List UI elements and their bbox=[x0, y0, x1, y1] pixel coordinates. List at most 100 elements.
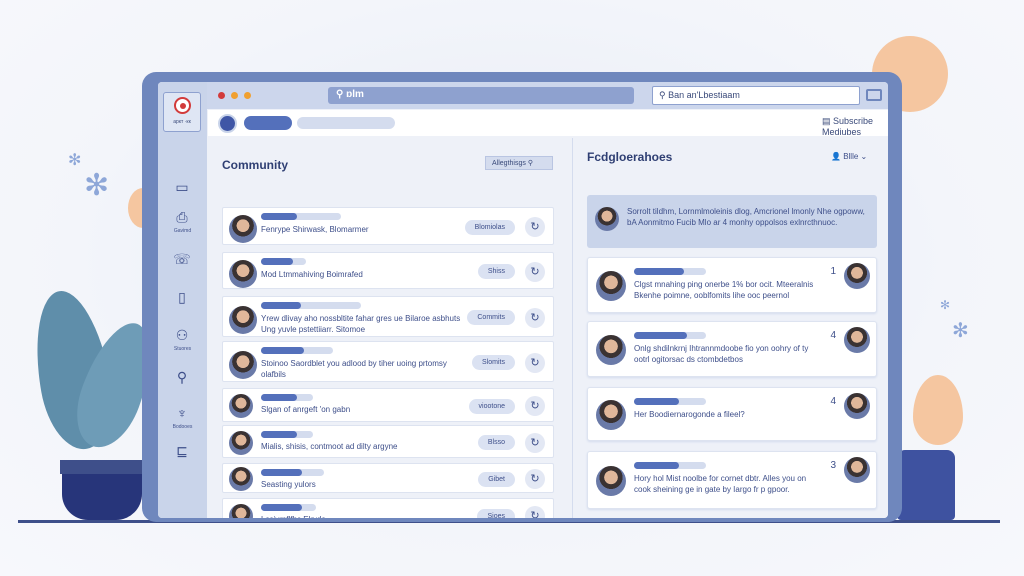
title-bar-placeholder bbox=[261, 504, 316, 511]
sidebar-item[interactable]: ⚲ bbox=[158, 368, 207, 398]
action-icon[interactable]: ↻ bbox=[525, 396, 545, 416]
sidebar-item[interactable]: ♆ Bodooes bbox=[158, 404, 207, 434]
sidebar-item[interactable]: ☏ bbox=[158, 250, 207, 280]
discussion-card[interactable]: Her Boodiernarogonde a fileel? 4 bbox=[587, 387, 877, 441]
community-title: Community bbox=[222, 158, 288, 172]
row-text: Slgan of anrgeft 'on gabn bbox=[261, 405, 351, 414]
title-bar-placeholder bbox=[634, 332, 706, 339]
title-bar-placeholder bbox=[261, 302, 361, 309]
card-text: Clgst mnahing ping onerbe 1% bor ocit. M… bbox=[634, 280, 814, 300]
search-icon: ⚲ bbox=[336, 89, 347, 100]
subscribe-link[interactable]: ▤ Subscribe Mediubes bbox=[822, 116, 888, 137]
tag-button[interactable]: Slomits bbox=[472, 355, 515, 370]
title-bar-placeholder bbox=[261, 258, 306, 265]
row-text: Seasting yulors bbox=[261, 480, 316, 489]
title-bar-placeholder bbox=[261, 213, 341, 220]
discussion-card[interactable]: Hory hol Mist noolbe for cornet dbtr. Al… bbox=[587, 451, 877, 509]
flower-icon: ✻ bbox=[68, 152, 82, 169]
title-bar-placeholder bbox=[634, 462, 706, 469]
tag-button[interactable]: Blomiolas bbox=[464, 219, 515, 235]
maximize-button[interactable] bbox=[244, 92, 251, 99]
avatar bbox=[844, 393, 870, 419]
action-icon[interactable]: ↻ bbox=[525, 469, 545, 489]
avatar bbox=[229, 394, 253, 418]
flower-icon: ✻ bbox=[940, 298, 951, 312]
discussion-card[interactable]: Clgst mnahing ping onerbe 1% bor ocit. M… bbox=[587, 257, 877, 313]
sidebar-item[interactable]: ⚇ Stuores bbox=[158, 326, 207, 356]
title-bar-placeholder bbox=[261, 347, 333, 354]
stamp-icon: ⚇ bbox=[175, 327, 189, 343]
subscribe-label: Subscribe Mediubes bbox=[822, 116, 874, 137]
clipboard-icon: ▤ bbox=[822, 116, 834, 126]
badge-icon: ⎙ bbox=[176, 209, 188, 225]
action-icon[interactable]: ↻ bbox=[525, 352, 545, 373]
sidebar-item-label: Stuores bbox=[173, 346, 192, 352]
address-bar[interactable]: ⚲ ɒlm bbox=[328, 87, 634, 104]
list-item[interactable]: Fenrype Shirwask, Blomarmer Blomiolas ↻ bbox=[222, 207, 554, 245]
action-icon[interactable]: ↻ bbox=[525, 432, 545, 453]
tag-button[interactable]: Blsso bbox=[477, 435, 515, 450]
tag-button[interactable]: viootone bbox=[468, 398, 515, 414]
menu-icon[interactable] bbox=[866, 89, 882, 101]
title-bar-placeholder bbox=[634, 268, 706, 275]
sidebar-item[interactable]: ▯ bbox=[158, 288, 207, 318]
avatar bbox=[229, 430, 253, 455]
list-item[interactable]: Mialis, shisis, contmoot ad dilty argyne… bbox=[222, 425, 554, 458]
avatar bbox=[229, 215, 257, 243]
nav-pill[interactable] bbox=[297, 117, 395, 129]
nav-pill[interactable] bbox=[244, 116, 292, 130]
tag-button[interactable]: Commits bbox=[467, 310, 515, 325]
avatar bbox=[229, 504, 253, 518]
avatar bbox=[229, 350, 257, 379]
avatar bbox=[229, 305, 257, 334]
list-item[interactable]: Seasting yulors Gibet ↻ bbox=[222, 463, 554, 493]
clipboard-icon: ▯ bbox=[178, 289, 186, 305]
reply-count: 4 bbox=[830, 330, 836, 341]
list-item[interactable]: Stoinoo Saordblet you adlood by tiher uo… bbox=[222, 341, 554, 382]
close-button[interactable] bbox=[218, 92, 225, 99]
list-item[interactable]: Slgan of anrgeft 'on gabn viootone ↻ bbox=[222, 388, 554, 422]
tag-button[interactable]: Sjoes bbox=[477, 508, 515, 518]
reply-count: 4 bbox=[830, 396, 836, 407]
discussions-panel: Fcdgloerahoes 👤 Bllle ⌄ Sorrolt tildhm, … bbox=[572, 138, 888, 518]
avatar bbox=[844, 457, 870, 483]
avatar bbox=[596, 466, 626, 496]
list-item[interactable]: Lssivrnflfhc Elryds Sjoes ↻ bbox=[222, 498, 554, 518]
avatar bbox=[844, 327, 870, 353]
title-bar-placeholder bbox=[261, 469, 324, 476]
avatar[interactable] bbox=[218, 114, 237, 133]
header: ▤ Subscribe Mediubes bbox=[208, 110, 888, 137]
chevron-down-icon: ⌄ bbox=[860, 152, 868, 161]
minimize-button[interactable] bbox=[231, 92, 238, 99]
search-icon: ⚲ bbox=[659, 90, 669, 100]
list-item[interactable]: Mod Ltmmahiving Boimrafed Shiss ↻ bbox=[222, 252, 554, 289]
filter-dropdown[interactable]: 👤 Bllle ⌄ bbox=[831, 152, 867, 161]
chat-icon: ☏ bbox=[173, 251, 191, 267]
action-icon[interactable]: ↻ bbox=[525, 261, 545, 282]
action-label: Allegthisgs bbox=[492, 160, 526, 167]
sidebar: аркт ·кк ▭ ⎙ Gavimd ☏ ▯ ⚇ Stuores ⚲ ♆ Bodooes ⊑ bbox=[158, 82, 207, 518]
plant-illustration bbox=[24, 280, 166, 520]
tag-button[interactable]: Gibet bbox=[478, 471, 515, 487]
avatar bbox=[844, 263, 870, 289]
trophy-icon: ♆ bbox=[176, 405, 188, 421]
user-icon: 👤 bbox=[831, 152, 844, 161]
app-logo[interactable]: аркт ·кк bbox=[163, 92, 201, 132]
list-item[interactable]: Yrew dlivay aho nossbltite fahar gres ue… bbox=[222, 296, 554, 337]
sidebar-item-label: Bodooes bbox=[172, 424, 193, 430]
discussion-card[interactable]: Onlg shdilnkrnj Ihtrannmdoobe fio yon oo… bbox=[587, 321, 877, 377]
action-icon[interactable]: ↻ bbox=[525, 506, 545, 518]
logo-text: аркт ·кк bbox=[173, 119, 191, 125]
sidebar-item[interactable]: ⎙ Gavimd bbox=[158, 208, 207, 238]
action-icon[interactable]: ↻ bbox=[525, 217, 545, 237]
tag-button[interactable]: Shiss bbox=[477, 264, 515, 279]
summary-card: Sorrolt tildhm, Lornmlmoleinis dlog, Amc… bbox=[587, 195, 877, 248]
discussions-title: Fcdgloerahoes bbox=[587, 150, 673, 164]
community-action-button[interactable]: Allegthisgs ⚲ bbox=[485, 156, 553, 170]
sidebar-item[interactable]: ⊑ bbox=[158, 442, 207, 472]
avatar bbox=[596, 271, 626, 301]
search-input[interactable]: ⚲ Ban an'Lbestiaam bbox=[652, 86, 860, 105]
action-icon[interactable]: ↻ bbox=[525, 307, 545, 328]
inbox-icon: ▭ bbox=[175, 179, 189, 195]
sidebar-item[interactable]: ▭ bbox=[158, 178, 207, 208]
